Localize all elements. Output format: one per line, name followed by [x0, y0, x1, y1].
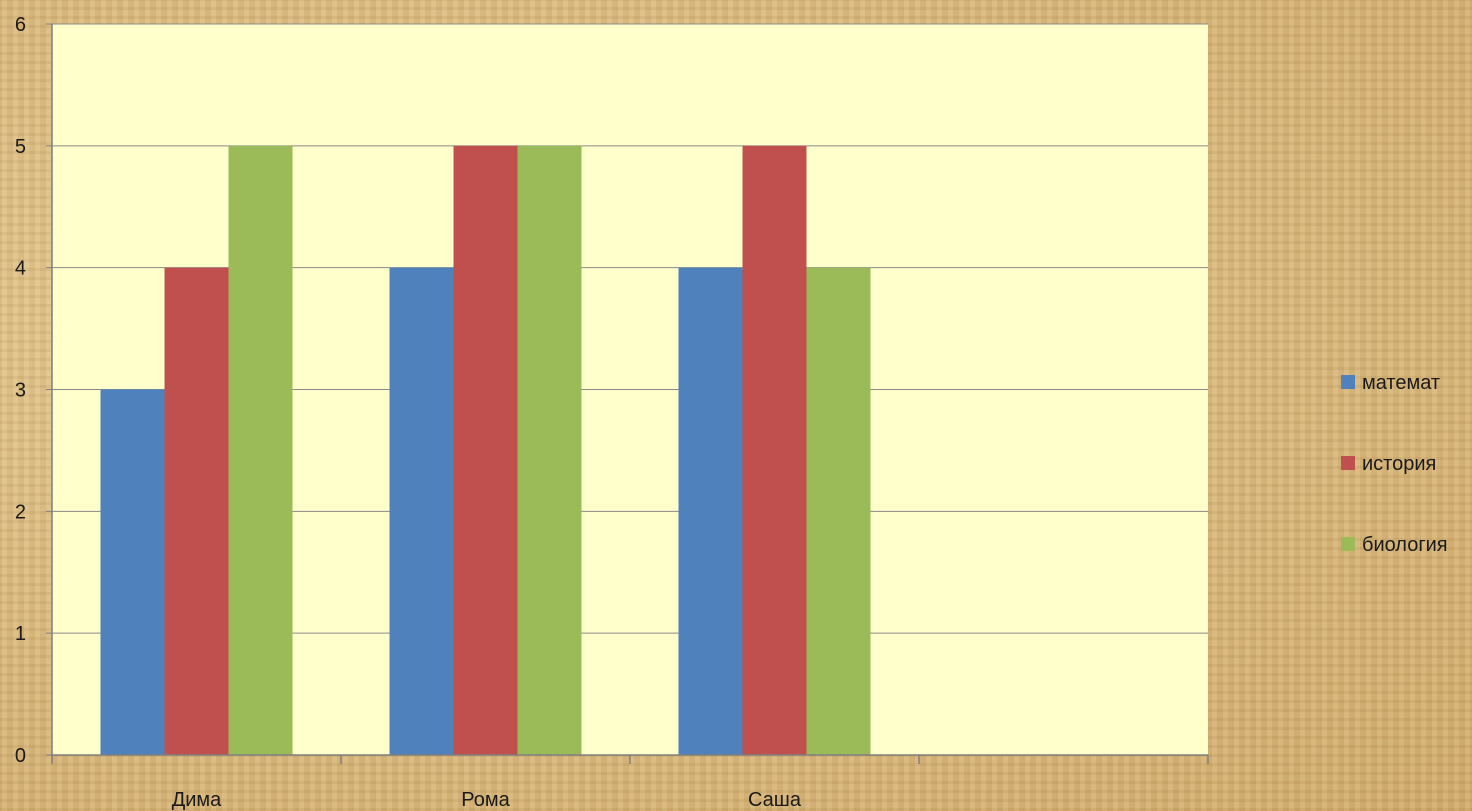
bar-3-3	[806, 267, 871, 755]
y-tick-label: 5	[15, 136, 26, 158]
legend-swatch	[1341, 375, 1355, 389]
legend-label: математ	[1362, 372, 1440, 394]
bar-2-3	[742, 145, 807, 756]
y-tick-label: 6	[15, 14, 26, 36]
legend: математ история биология	[1341, 372, 1448, 556]
legend-label: биология	[1362, 534, 1448, 556]
bars	[100, 145, 871, 756]
x-tick-label: Рома	[461, 789, 510, 811]
x-axis-tick-labels: Дима Рома Саша	[172, 789, 802, 811]
y-tick-label: 4	[15, 258, 26, 280]
bar-3-1	[228, 145, 293, 756]
bar-1-2	[389, 267, 454, 755]
legend-swatch	[1341, 456, 1355, 470]
y-tick-label: 1	[15, 623, 26, 645]
bar-1-1	[100, 389, 165, 755]
bar-2-1	[164, 267, 229, 755]
x-tick-label: Дима	[172, 789, 222, 811]
y-tick-label: 0	[15, 745, 26, 767]
x-tick-label: Саша	[748, 789, 802, 811]
y-axis-tick-labels: 0 1 2 3 4 5 6	[15, 14, 26, 767]
bar-1-3	[678, 267, 743, 755]
y-tick-label: 3	[15, 380, 26, 402]
bar-3-2	[517, 145, 582, 756]
legend-label: история	[1362, 453, 1436, 475]
axes	[46, 23, 1209, 764]
y-tick-label: 2	[15, 501, 26, 523]
bar-2-2	[453, 145, 518, 756]
legend-swatch	[1341, 537, 1355, 551]
